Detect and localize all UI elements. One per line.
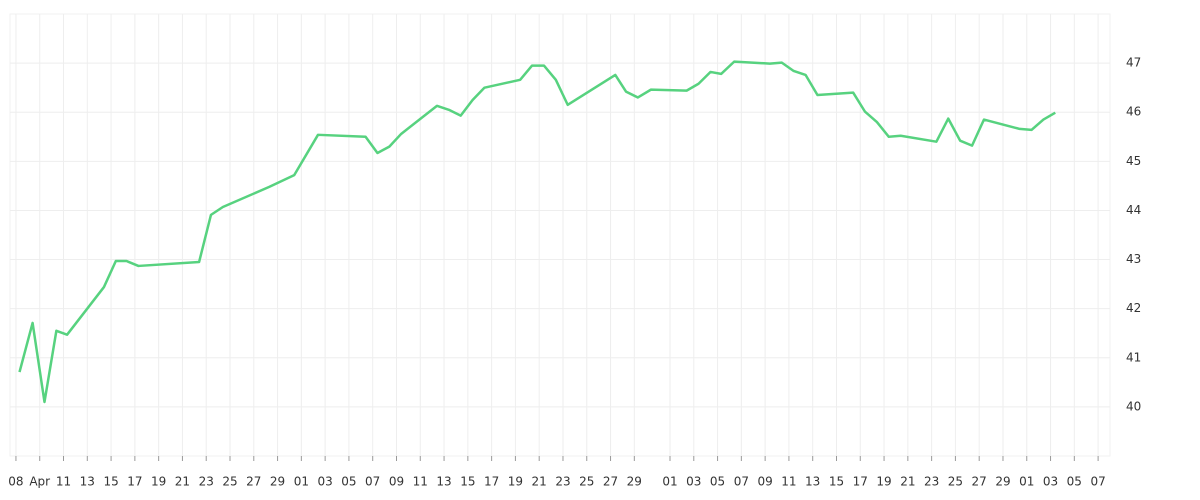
- x-tick-label: 01: [1019, 475, 1034, 489]
- x-tick-label: 19: [508, 475, 523, 489]
- x-tick-label: 03: [317, 475, 332, 489]
- x-tick-label: 15: [829, 475, 844, 489]
- x-tick-label: 23: [199, 475, 214, 489]
- x-tick-label: 13: [436, 475, 451, 489]
- x-tick-label: 05: [710, 475, 725, 489]
- x-tick-label: 21: [532, 475, 547, 489]
- x-tick-label: 21: [900, 475, 915, 489]
- x-tick-label: 23: [924, 475, 939, 489]
- x-tick-label: 01: [662, 475, 677, 489]
- x-tick-label: 07: [1090, 475, 1105, 489]
- x-tick-label: 05: [341, 475, 356, 489]
- x-tick-label: 11: [56, 475, 71, 489]
- x-tick-label: 17: [127, 475, 142, 489]
- x-tick-label: 09: [757, 475, 772, 489]
- x-tick-label: 11: [781, 475, 796, 489]
- x-tick-label: Apr: [29, 475, 50, 489]
- x-tick-label: 15: [103, 475, 118, 489]
- x-tick-label: 25: [579, 475, 594, 489]
- x-tick-label: 29: [627, 475, 642, 489]
- y-tick-label: 42: [1126, 301, 1141, 315]
- x-tick-label: 17: [484, 475, 499, 489]
- y-tick-label: 40: [1126, 399, 1141, 413]
- x-tick-label: 17: [853, 475, 868, 489]
- x-tick-label: 23: [555, 475, 570, 489]
- x-tick-label: 19: [151, 475, 166, 489]
- data-line: [18, 60, 1056, 404]
- x-tick-label: 13: [805, 475, 820, 489]
- x-tick-label: 29: [270, 475, 285, 489]
- x-tick-label: 25: [948, 475, 963, 489]
- x-tick-label: 07: [365, 475, 380, 489]
- x-tick-label: 01: [294, 475, 309, 489]
- x-tick-label: 07: [734, 475, 749, 489]
- x-tick-label: 11: [413, 475, 428, 489]
- x-tick-label: 15: [460, 475, 475, 489]
- x-tick-label: 27: [972, 475, 987, 489]
- y-tick-label: 43: [1126, 252, 1141, 266]
- x-tick-label: 13: [80, 475, 95, 489]
- plot-area: [9, 13, 1111, 457]
- y-tick-label: 45: [1126, 154, 1141, 168]
- x-tick-label: 27: [246, 475, 261, 489]
- y-tick-label: 46: [1126, 105, 1141, 119]
- x-tick-label: 05: [1067, 475, 1082, 489]
- y-tick-label: 41: [1126, 350, 1141, 364]
- x-tick-label: 08: [8, 475, 23, 489]
- x-tick-label: 25: [222, 475, 237, 489]
- y-tick-label: 47: [1126, 56, 1141, 70]
- x-tick-label: 03: [686, 475, 701, 489]
- x-tick-label: 09: [389, 475, 404, 489]
- x-tick-label: 19: [876, 475, 891, 489]
- x-tick-label: 27: [603, 475, 618, 489]
- y-tick-label: 44: [1126, 203, 1141, 217]
- x-tick-label: 03: [1043, 475, 1058, 489]
- x-tick-label: 29: [995, 475, 1010, 489]
- x-tick-label: 21: [175, 475, 190, 489]
